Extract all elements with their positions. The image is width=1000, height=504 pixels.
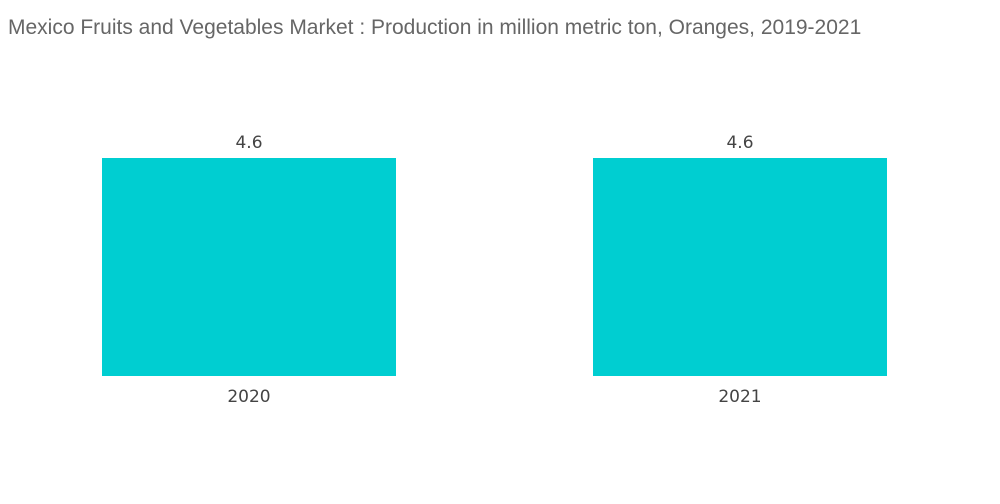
chart-title: Mexico Fruits and Vegetables Market : Pr… [8,16,862,39]
x-tick-label-2021: 2021 [718,387,761,407]
data-label-2021: 4.6 [726,133,753,153]
x-tick-label-2020: 2020 [227,387,270,407]
data-label-2020: 4.6 [235,133,262,153]
bar-2021 [593,158,887,376]
bar-2020 [102,158,396,376]
